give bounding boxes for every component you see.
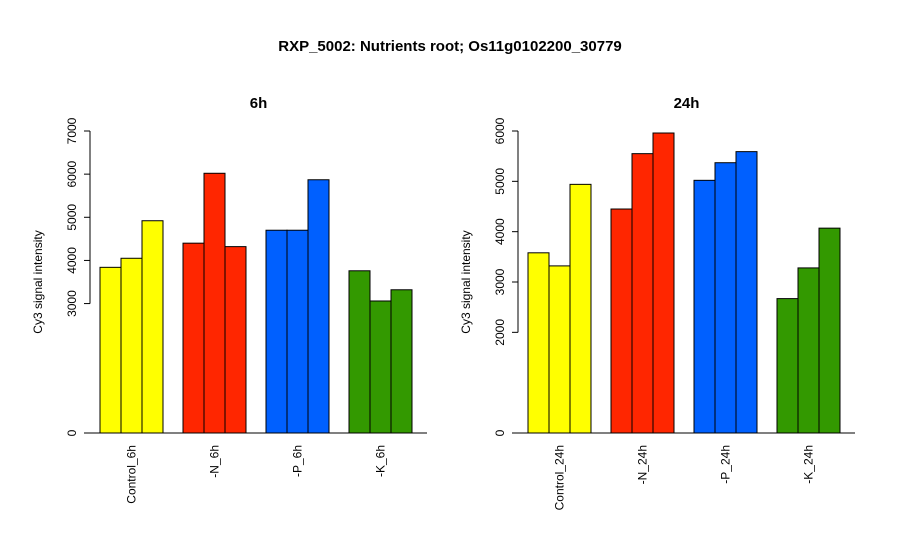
x-category-label: Control_24h — [553, 445, 567, 510]
y-tick-label: 0 — [493, 429, 507, 436]
bar — [735, 151, 758, 434]
bar — [120, 257, 143, 434]
bar — [548, 265, 571, 434]
x-category-label: -K_6h — [374, 445, 388, 477]
bar — [797, 267, 820, 434]
bar — [307, 179, 330, 434]
bar — [693, 179, 716, 434]
y-tick-label: 5000 — [493, 168, 507, 195]
x-category-label: -N_6h — [208, 445, 222, 478]
y-tick-label: 3000 — [493, 268, 507, 295]
y-tick-label: 6000 — [493, 117, 507, 144]
bar — [569, 183, 592, 434]
bar — [348, 270, 371, 434]
bar — [265, 229, 288, 434]
y-tick-label: 4000 — [65, 247, 79, 274]
y-tick-label: 6000 — [65, 160, 79, 187]
bar — [141, 220, 164, 434]
panel-title: 24h — [674, 95, 700, 112]
y-tick-label: 7000 — [65, 117, 79, 144]
y-tick-label: 3000 — [65, 290, 79, 317]
bar — [286, 229, 309, 434]
bar — [527, 252, 550, 434]
bar — [631, 153, 654, 434]
bar — [224, 246, 247, 434]
bar — [818, 227, 841, 434]
bar — [369, 300, 392, 434]
y-tick-label: 2000 — [493, 319, 507, 346]
y-tick-label: 4000 — [493, 218, 507, 245]
x-category-label: -N_24h — [636, 445, 650, 484]
bar — [610, 208, 633, 434]
x-category-label: -P_6h — [291, 445, 305, 477]
bar — [390, 289, 413, 434]
bar — [182, 242, 205, 434]
y-tick-label: 0 — [65, 429, 79, 436]
y-axis-label: Cy3 signal intensity — [31, 230, 45, 333]
y-axis-label: Cy3 signal intensity — [459, 230, 473, 333]
bar — [714, 162, 737, 434]
bar — [99, 266, 122, 434]
x-category-label: -P_24h — [719, 445, 733, 484]
figure-title: RXP_5002: Nutrients root; Os11g0102200_3… — [278, 38, 622, 55]
y-tick-label: 5000 — [65, 204, 79, 231]
bar — [203, 172, 226, 434]
x-category-label: Control_6h — [125, 445, 139, 504]
bar — [776, 298, 799, 434]
bar — [652, 132, 675, 434]
x-category-label: -K_24h — [802, 445, 816, 484]
panel-title: 6h — [250, 95, 268, 112]
